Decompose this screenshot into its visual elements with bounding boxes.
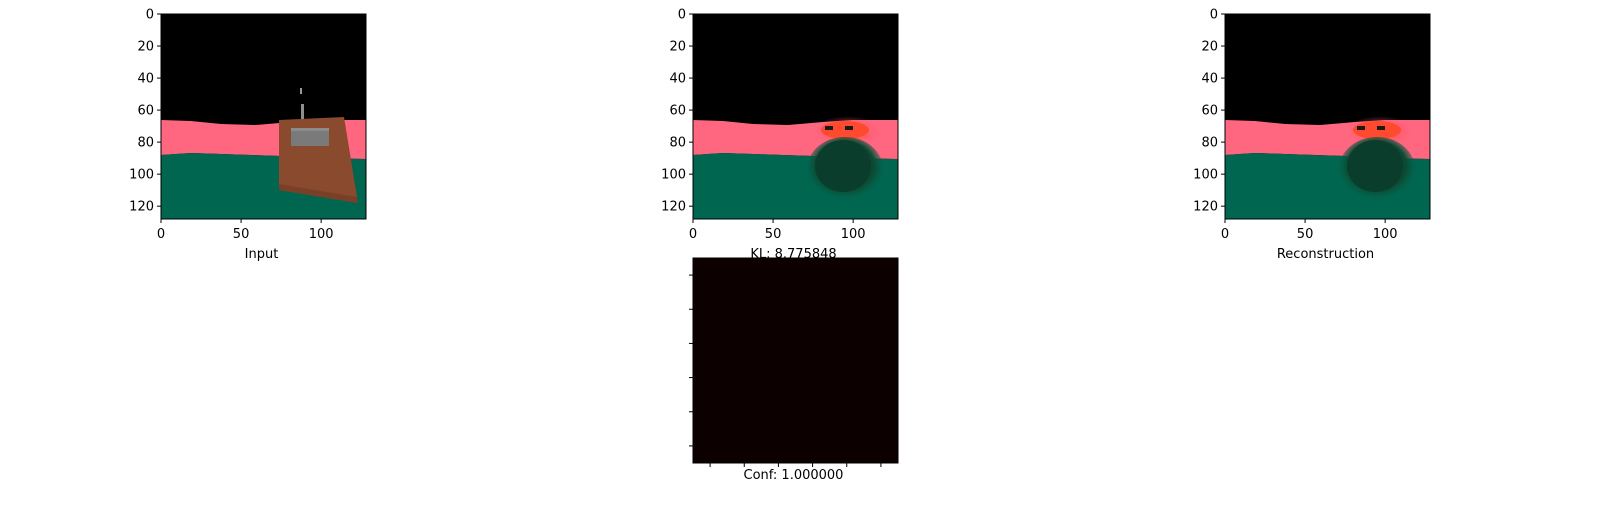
input-ytick-label: 100	[129, 168, 154, 183]
kl-xtick-label: 0	[689, 227, 697, 242]
reconstruction-caption: Reconstruction	[1277, 247, 1374, 262]
kl-image	[693, 14, 898, 219]
conf-axes: Conf: 1.000000	[689, 257, 899, 483]
kl-ytick-label: 120	[661, 200, 686, 215]
reconstruction-ytick-label: 120	[1193, 200, 1218, 215]
reconstruction-xtick-label: 100	[1373, 227, 1398, 242]
conf-heatmap-cell	[693, 258, 898, 463]
kl-ytick-label: 60	[669, 104, 686, 119]
input-ytick-label: 20	[137, 40, 154, 55]
input-image	[161, 14, 366, 219]
kl-frame	[692, 13, 899, 220]
conf-frame	[692, 257, 899, 464]
input-caption: Input	[245, 247, 279, 262]
reconstruction-axes: 0 50 100 0 20 40 60 80 100 120 Reconstruction	[1193, 8, 1431, 262]
input-ytick-label: 80	[137, 136, 154, 151]
kl-ytick-label: 80	[669, 136, 686, 151]
kl-ytick-label: 40	[669, 72, 686, 87]
kl-xtick-label: 50	[765, 227, 782, 242]
input-frame	[160, 13, 367, 220]
reconstruction-ytick-label: 20	[1201, 40, 1218, 55]
kl-ytick-label: 20	[669, 40, 686, 55]
input-xtick-label: 100	[309, 227, 334, 242]
panel-reconstruction: 0 50 100 0 20 40 60 80 100 120 Reconstruction	[1193, 8, 1431, 262]
reconstruction-ytick-label: 100	[1193, 168, 1218, 183]
input-ytick-label: 0	[146, 8, 154, 23]
reconstruction-ytick-label: 40	[1201, 72, 1218, 87]
input-axes: 0 50 100 0 20 40 60 80 100 120 Input	[129, 8, 367, 262]
input-ytick-label: 60	[137, 104, 154, 119]
kl-ytick-label: 100	[661, 168, 686, 183]
input-ytick-label: 120	[129, 200, 154, 215]
reconstruction-image	[1225, 14, 1430, 219]
reconstruction-xtick-label: 0	[1221, 227, 1229, 242]
kl-xtick-label: 100	[841, 227, 866, 242]
reconstruction-ytick-label: 0	[1210, 8, 1218, 23]
panel-input: 0 50 100 0 20 40 60 80 100 120 Input	[129, 8, 367, 262]
reconstruction-xtick-label: 50	[1297, 227, 1314, 242]
panel-conf: Conf: 1.000000	[689, 257, 899, 483]
reconstruction-ytick-label: 60	[1201, 104, 1218, 119]
kl-ytick-label: 0	[678, 8, 686, 23]
input-ytick-label: 40	[137, 72, 154, 87]
input-xtick-label: 50	[233, 227, 250, 242]
conf-caption: Conf: 1.000000	[744, 468, 844, 483]
reconstruction-ytick-label: 80	[1201, 136, 1218, 151]
reconstruction-frame	[1224, 13, 1431, 220]
input-xtick-label: 0	[157, 227, 165, 242]
